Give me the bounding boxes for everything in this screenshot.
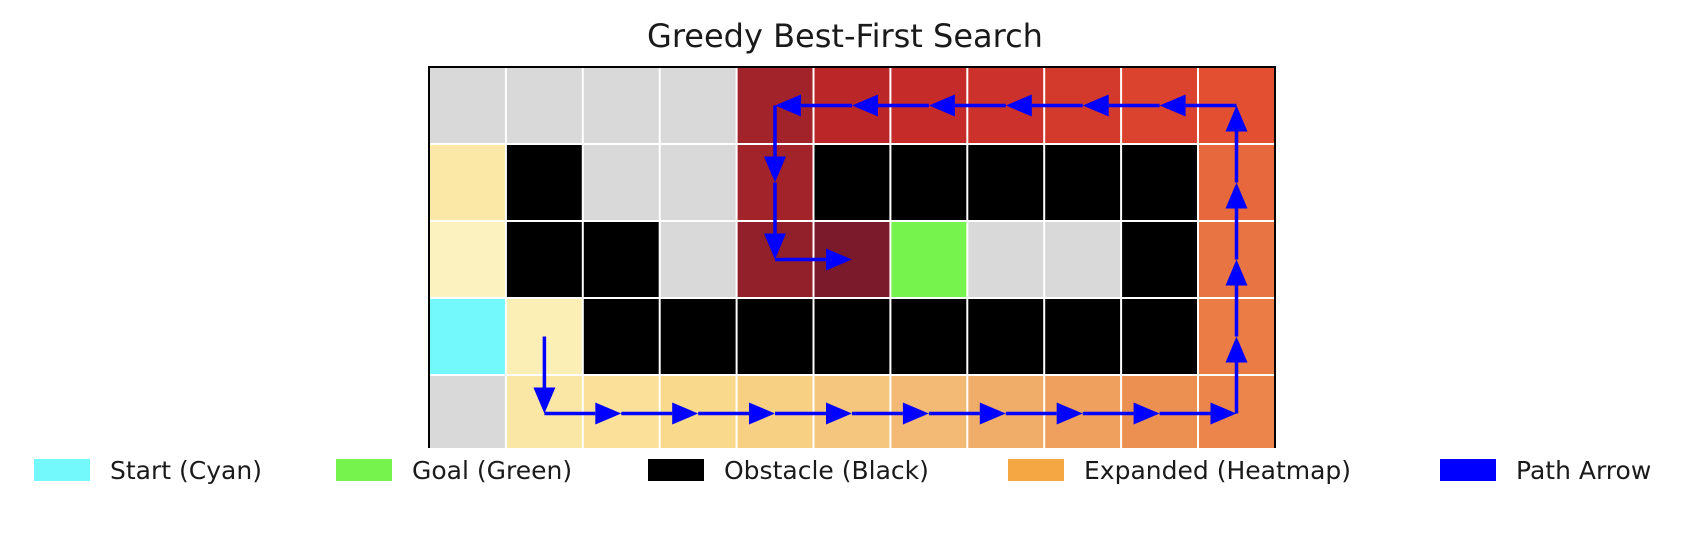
grid-cell-expanded-r4-c9 — [1121, 375, 1199, 448]
path-arrow — [1159, 402, 1237, 425]
path-arrow — [775, 402, 852, 425]
grid-cells — [429, 67, 1276, 448]
legend-item-path-arrow: Path Arrow — [1440, 448, 1651, 492]
legend-label-path-arrow: Path Arrow — [1516, 455, 1652, 485]
path-arrow — [544, 402, 622, 425]
legend-label-obstacle: Obstacle (Black) — [724, 455, 929, 485]
legend-item-start: Start (Cyan) — [34, 448, 262, 492]
legend-swatch-goal — [336, 459, 392, 481]
grid-cell-empty-r2-c8 — [1044, 221, 1122, 299]
path-arrow — [1225, 259, 1248, 337]
legend-item-obstacle: Obstacle (Black) — [648, 448, 929, 492]
path-arrow — [621, 402, 699, 425]
legend-swatch-obstacle — [648, 459, 704, 481]
grid-cell-obstacle-r1-c7 — [967, 144, 1045, 222]
grid-cell-expanded-r4-c2 — [582, 375, 661, 448]
grid-cell-obstacle-r1-c9 — [1121, 144, 1199, 222]
grid-cell-empty-r1-c2 — [582, 144, 661, 222]
grid-cell-obstacle-r1-c1 — [505, 144, 584, 222]
grid-cell-expanded-r4-c5 — [813, 375, 891, 448]
grid-cell-empty-r4-c0 — [429, 375, 507, 448]
path-arrow — [928, 402, 1006, 425]
grid-cell-expanded-r2-c0 — [429, 221, 507, 299]
grid-cell-empty-r0-c2 — [582, 67, 661, 145]
search-grid — [428, 66, 1276, 448]
path-arrows — [533, 94, 1248, 425]
path-arrow — [852, 402, 929, 425]
grid-cell-empty-r0-c1 — [505, 67, 584, 145]
legend: Start (Cyan) Goal (Green) Obstacle (Blac… — [0, 448, 1690, 492]
grid-cell-obstacle-r3-c6 — [890, 298, 968, 376]
path-arrow — [1225, 336, 1248, 414]
path-arrow — [764, 182, 786, 260]
grid-cell-obstacle-r1-c5 — [813, 144, 891, 222]
grid-cell-expanded-r4-c8 — [1044, 375, 1122, 448]
path-arrow — [1225, 182, 1248, 260]
path-arrow — [1005, 402, 1083, 425]
grid-cell-obstacle-r2-c2 — [582, 221, 661, 299]
grid-cell-expanded-r4-c3 — [659, 375, 738, 448]
path-arrow — [852, 94, 929, 117]
path-arrow — [764, 105, 786, 183]
path-arrow — [533, 336, 556, 414]
grid-lines — [429, 67, 1275, 448]
path-arrow — [1005, 94, 1083, 117]
path-arrow — [1159, 94, 1237, 117]
grid-border — [428, 66, 1276, 448]
grid-cell-obstacle-r3-c5 — [813, 298, 891, 376]
grid-cell-empty-r1-c3 — [659, 144, 738, 222]
grid-cell-empty-r0-c0 — [429, 67, 507, 145]
grid-cell-expanded-r4-c7 — [967, 375, 1045, 448]
path-arrow — [775, 94, 852, 117]
grid-cell-obstacle-r3-c2 — [582, 298, 661, 376]
legend-item-expanded: Expanded (Heatmap) — [1008, 448, 1351, 492]
legend-label-start: Start (Cyan) — [110, 455, 262, 485]
diagram-title: Greedy Best-First Search — [647, 17, 1043, 55]
grid-cell-expanded-r4-c6 — [890, 375, 968, 448]
legend-label-goal: Goal (Green) — [412, 455, 573, 485]
grid-cell-empty-r2-c3 — [659, 221, 738, 299]
grid-cell-goal-r2-c6 — [890, 221, 968, 299]
legend-swatch-start — [34, 459, 90, 481]
grid-cell-obstacle-r3-c8 — [1044, 298, 1122, 376]
grid-cell-obstacle-r3-c9 — [1121, 298, 1199, 376]
path-arrow — [698, 402, 775, 425]
grid-cell-obstacle-r3-c3 — [659, 298, 738, 376]
grid-cell-empty-r0-c3 — [659, 67, 738, 145]
path-arrow — [1082, 402, 1160, 425]
grid-cell-obstacle-r2-c9 — [1121, 221, 1199, 299]
legend-item-goal: Goal (Green) — [336, 448, 572, 492]
grid-cell-obstacle-r3-c7 — [967, 298, 1045, 376]
grid-cell-obstacle-r2-c1 — [505, 221, 584, 299]
path-arrow — [1082, 94, 1160, 117]
grid-cell-expanded-r1-c0 — [429, 144, 507, 222]
legend-label-expanded: Expanded (Heatmap) — [1084, 455, 1352, 485]
legend-swatch-path-arrow — [1440, 459, 1496, 481]
grid-cell-empty-r2-c7 — [967, 221, 1045, 299]
path-arrow — [1225, 105, 1248, 183]
grid-cell-start-r3-c0 — [429, 298, 507, 376]
path-arrow — [775, 248, 852, 271]
grid-cell-expanded-r4-c4 — [736, 375, 815, 448]
grid-cell-obstacle-r1-c8 — [1044, 144, 1122, 222]
grid-cell-obstacle-r1-c6 — [890, 144, 968, 222]
path-arrow — [928, 94, 1006, 117]
grid-cell-obstacle-r3-c4 — [736, 298, 815, 376]
legend-swatch-expanded — [1008, 459, 1064, 481]
